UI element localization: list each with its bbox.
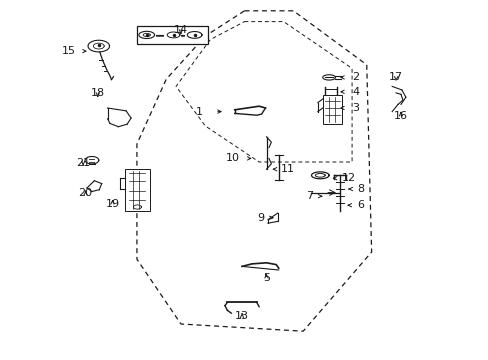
- Text: 20: 20: [79, 188, 92, 198]
- Text: 11: 11: [281, 164, 295, 174]
- Bar: [137, 26, 207, 44]
- Text: 3: 3: [351, 103, 358, 113]
- Text: 8: 8: [356, 184, 364, 194]
- Text: 17: 17: [388, 72, 402, 82]
- Text: 12: 12: [342, 173, 356, 183]
- Bar: [322, 95, 342, 124]
- Text: 9: 9: [256, 213, 264, 223]
- Text: 4: 4: [351, 87, 359, 97]
- Text: 6: 6: [356, 200, 363, 210]
- Text: 21: 21: [76, 158, 90, 168]
- Text: 1: 1: [196, 107, 203, 117]
- Text: 19: 19: [105, 199, 119, 209]
- Text: 7: 7: [305, 191, 312, 201]
- Text: 10: 10: [225, 153, 239, 163]
- Text: 13: 13: [235, 311, 248, 321]
- Text: 2: 2: [351, 72, 359, 82]
- Text: 16: 16: [393, 111, 407, 121]
- Text: 15: 15: [61, 46, 76, 56]
- Text: 5: 5: [263, 273, 269, 283]
- Text: 18: 18: [91, 88, 104, 98]
- Bar: [124, 169, 150, 211]
- Text: 14: 14: [174, 25, 187, 35]
